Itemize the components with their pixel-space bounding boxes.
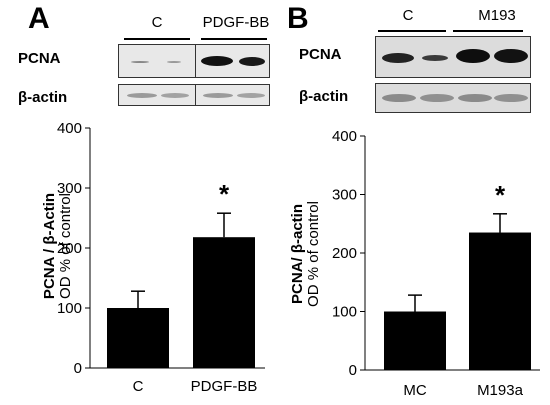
lane-label-control: C (151, 14, 163, 31)
x-category-label: M193a (477, 382, 524, 399)
x-category-label: MC (403, 382, 426, 399)
bar (384, 311, 446, 370)
panel-a: A C PDGF-BB PCNA β-actin PCNA / β-Actin … (18, 2, 270, 395)
actin-blot (118, 84, 270, 106)
lane-label-treatment: M193 (478, 7, 516, 24)
y-tick-label: 300 (57, 180, 82, 197)
panel-letter: A (28, 2, 50, 35)
blot-label-actin: β-actin (18, 89, 68, 106)
y-tick-label: 300 (332, 187, 357, 204)
chart-b-svg: 0 100 200 300 400 MC * M193a (332, 128, 540, 399)
y-tick-label: 400 (332, 128, 357, 145)
actin-blot (375, 83, 531, 113)
y-tick-label: 100 (332, 304, 357, 321)
lane-label-control: C (402, 7, 414, 24)
y-tick-label: 400 (57, 120, 82, 137)
bar (107, 308, 169, 368)
x-category-label: C (133, 378, 144, 395)
blot-label-pcna: PCNA (299, 46, 342, 63)
y-tick-label: 200 (332, 245, 357, 262)
significance-marker: * (495, 180, 506, 210)
lane-label-treatment: PDGF-BB (202, 14, 270, 31)
y-tick-label: 0 (349, 362, 357, 379)
x-category-label: PDGF-BB (191, 378, 258, 395)
blot-label-actin: β-actin (299, 88, 349, 105)
y-tick-label: 200 (57, 240, 82, 257)
bar-chart-a: 0 100 200 300 400 C * PDGF-BB (57, 120, 265, 395)
panel-letter: B (287, 2, 309, 35)
blot-label-pcna: PCNA (18, 50, 61, 67)
pcna-blot (375, 36, 531, 78)
y-tick-label: 100 (57, 300, 82, 317)
y-tick-label: 0 (74, 360, 82, 377)
chart-a-svg: 0 100 200 300 400 C * PDGF-BB (57, 120, 265, 395)
group-line-control (378, 30, 446, 32)
panel-b: B C M193 PCNA β-actin PCNA/ β-actin OD %… (275, 0, 550, 405)
significance-marker: * (219, 179, 230, 209)
bar (469, 232, 531, 370)
bar (193, 237, 255, 368)
bar-chart-b: 0 100 200 300 400 MC * M193a (275, 0, 550, 405)
group-line-control (124, 38, 190, 40)
group-line-treatment (201, 38, 267, 40)
group-line-treatment (453, 30, 523, 32)
pcna-blot (118, 44, 270, 78)
